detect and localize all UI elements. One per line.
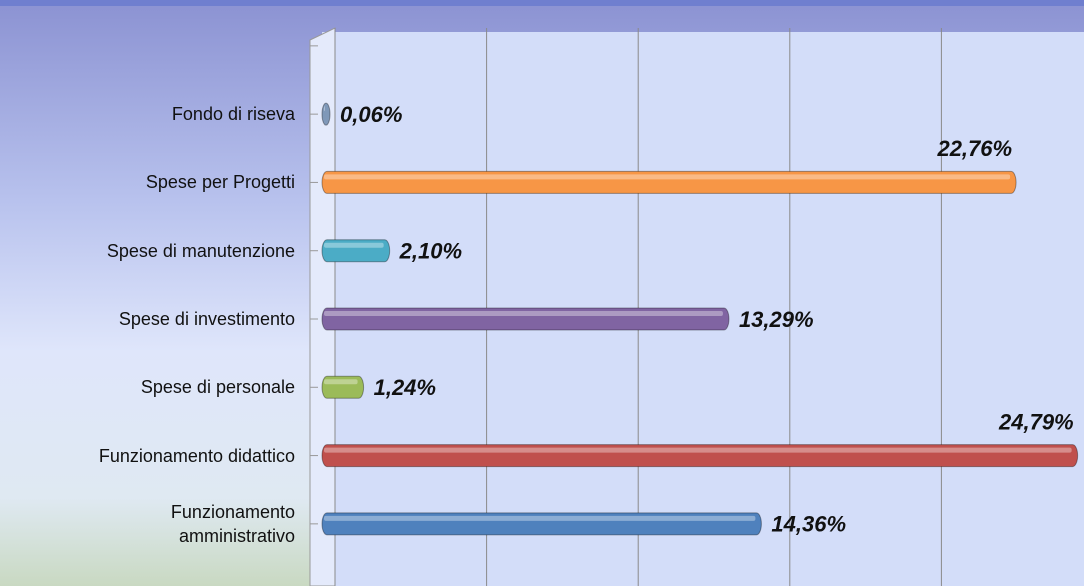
category-label: Spese di personale (140, 377, 295, 398)
bar (321, 239, 391, 263)
category-label: Spese per Progetti (145, 172, 295, 193)
value-label: 14,36% (771, 512, 846, 537)
bar-group (321, 307, 730, 331)
value-label: 24,79% (998, 409, 1074, 434)
bar-highlight (324, 379, 358, 385)
top-border (0, 0, 1084, 6)
bar-highlight (324, 106, 325, 112)
value-label: 13,29% (739, 307, 814, 332)
category-label: Fondo di riseva (171, 104, 295, 125)
bar-highlight (324, 515, 756, 521)
bar-group (321, 512, 762, 536)
bar-highlight (324, 174, 1011, 180)
bar-group (321, 170, 1017, 194)
bar-group (321, 444, 1079, 468)
bar (321, 444, 1079, 468)
value-label: 1,24% (374, 375, 436, 400)
bar (321, 375, 365, 399)
category-label: Spese di manutenzione (106, 240, 295, 261)
category-label: Spese di investimento (118, 309, 295, 329)
bar-group (321, 239, 391, 263)
value-label: 2,10% (399, 239, 462, 264)
category-label: Funzionamento didattico (98, 445, 295, 466)
bar (321, 307, 730, 331)
bar-highlight (324, 242, 384, 248)
value-label: 22,76% (936, 136, 1012, 161)
value-label: 0,06% (340, 102, 402, 127)
bar-group (321, 375, 365, 399)
bar (321, 512, 762, 536)
bar (321, 170, 1017, 194)
category-label: Funzionamento amministrativo (170, 501, 295, 546)
bar-highlight (324, 311, 723, 316)
bar-highlight (324, 447, 1072, 453)
bar (321, 102, 331, 126)
bar-group (321, 102, 331, 126)
